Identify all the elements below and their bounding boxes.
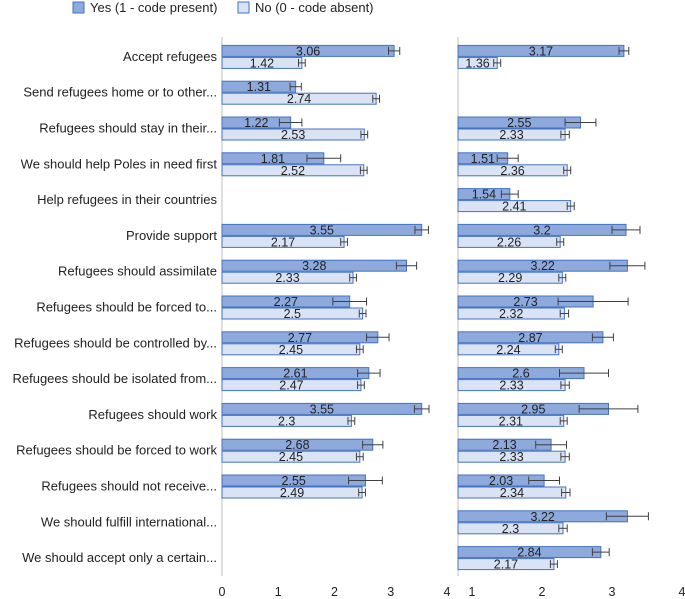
category-label: Accept refugees bbox=[123, 49, 217, 64]
panel-1-yes-value-label: 2.61 bbox=[283, 367, 307, 381]
panel-1-yes-value-label: 1.81 bbox=[261, 152, 285, 166]
legend-yes-swatch bbox=[72, 1, 85, 14]
category-label: Refugees should not receive... bbox=[41, 479, 217, 494]
panel-1-tick-label: 0 bbox=[219, 585, 226, 599]
legend: Yes (1 - code present) No (0 - code abse… bbox=[72, 0, 374, 15]
panel-1-no-value-label: 2.33 bbox=[275, 271, 299, 285]
panel-2-no-value-label: 2.31 bbox=[499, 414, 523, 428]
panel-2-no-value-label: 2.41 bbox=[502, 200, 526, 214]
panel-1-no-value-label: 2.49 bbox=[280, 486, 304, 500]
panel-2-no-value-label: 2.24 bbox=[496, 343, 520, 357]
panel-1-no-value-label: 2.17 bbox=[271, 235, 295, 249]
panel-1-yes-value-label: 1.22 bbox=[244, 116, 268, 130]
panel-2-yes-value-label: 1.51 bbox=[471, 152, 495, 166]
category-label: Help refugees in their countries bbox=[37, 192, 217, 207]
panel-2-yes-value-label: 2.03 bbox=[489, 474, 513, 488]
legend-yes-label: Yes (1 - code present) bbox=[90, 0, 217, 15]
panel-2-no-value-label: 2.34 bbox=[500, 486, 524, 500]
panel-2-yes-value-label: 2.95 bbox=[521, 402, 545, 416]
category-label: Send refugees home or to other... bbox=[23, 85, 217, 100]
panel-1-no-value-label: 2.74 bbox=[287, 92, 311, 106]
panel-2-no-value-label: 2.33 bbox=[499, 379, 523, 393]
panel-2-yes-value-label: 2.87 bbox=[518, 331, 542, 345]
category-label: We should fulfill international... bbox=[41, 514, 217, 529]
panel-2-no-value-label: 2.33 bbox=[499, 128, 523, 142]
panel-2-yes-value-label: 2.73 bbox=[513, 295, 537, 309]
panel-2-yes-value-label: 2.55 bbox=[507, 116, 531, 130]
panel-1-yes-value-label: 1.31 bbox=[247, 80, 271, 94]
panel-1-tick-label: 4 bbox=[444, 585, 451, 599]
category-label: Refugees should work bbox=[88, 407, 217, 422]
panel-2-no-value-label: 2.29 bbox=[498, 271, 522, 285]
panel-1-no-value-label: 1.42 bbox=[250, 56, 274, 70]
panel-2-tick-label: 1 bbox=[469, 585, 476, 599]
panel-2-no-value-label: 2.17 bbox=[494, 558, 518, 572]
panel-1-no-value-label: 2.45 bbox=[279, 343, 303, 357]
legend-no-label: No (0 - code absent) bbox=[255, 0, 374, 15]
panel-1-yes-value-label: 2.55 bbox=[282, 474, 306, 488]
panel-2-no-value-label: 2.3 bbox=[502, 522, 519, 536]
category-label: Refugees should be isolated from... bbox=[12, 371, 217, 386]
panel-2-yes-value-label: 2.13 bbox=[492, 438, 516, 452]
category-label: Refugees should be forced to work bbox=[16, 443, 217, 458]
panel-1-tick-label: 1 bbox=[275, 585, 282, 599]
panel-1-no-value-label: 2.52 bbox=[281, 164, 305, 178]
panel-1-no-value-label: 2.47 bbox=[279, 379, 303, 393]
panel-1-yes-value-label: 3.55 bbox=[310, 223, 334, 237]
panel-1-no-value-label: 2.5 bbox=[284, 307, 301, 321]
panel-2-yes-value-label: 3.17 bbox=[529, 44, 553, 58]
panel-1-tick-label: 3 bbox=[387, 585, 394, 599]
panel-2-tick-label: 4 bbox=[679, 585, 685, 599]
category-label: Provide support bbox=[126, 228, 217, 243]
panel-1-no-value-label: 2.53 bbox=[281, 128, 305, 142]
panel-1-yes-value-label: 3.28 bbox=[302, 259, 326, 273]
panel-2-yes-value-label: 1.54 bbox=[472, 188, 496, 202]
panel-1-yes-value-label: 2.27 bbox=[274, 295, 298, 309]
panel-2-no-value-label: 2.26 bbox=[497, 235, 521, 249]
panel-2-yes-value-label: 2.84 bbox=[517, 546, 541, 560]
panel-1-yes-value-label: 2.77 bbox=[288, 331, 312, 345]
panel-2-yes-value-label: 2.6 bbox=[512, 367, 529, 381]
panel-2-yes-value-label: 3.22 bbox=[531, 510, 555, 524]
panel-1-yes-value-label: 3.06 bbox=[296, 44, 320, 58]
category-label: We should accept only a certain... bbox=[22, 550, 217, 565]
category-label: Refugees should assimilate bbox=[58, 264, 217, 279]
category-label: Refugees should be controlled by... bbox=[14, 335, 217, 350]
panel-1-yes-value-label: 3.55 bbox=[310, 402, 334, 416]
panel-1-no-value-label: 2.45 bbox=[279, 450, 303, 464]
panel-1-yes-value-label: 2.68 bbox=[285, 438, 309, 452]
panel-2-tick-label: 2 bbox=[539, 585, 546, 599]
panel-1-no-value-label: 2.3 bbox=[278, 414, 295, 428]
panel-2-yes-value-label: 3.22 bbox=[531, 259, 555, 273]
panel-1-tick-label: 2 bbox=[331, 585, 338, 599]
plot-area: Accept refugees Send refugees home or to … bbox=[12, 37, 685, 599]
category-label: We should help Poles in need first bbox=[21, 156, 218, 171]
category-label: Refugees should be forced to... bbox=[36, 300, 217, 315]
category-label: Refugees should stay in their... bbox=[39, 121, 217, 136]
panel-2-yes-value-label: 3.2 bbox=[533, 223, 550, 237]
panel-2-no-value-label: 2.32 bbox=[499, 307, 523, 321]
panel-2-no-value-label: 2.36 bbox=[500, 164, 524, 178]
panel-2-no-value-label: 2.33 bbox=[499, 450, 523, 464]
panel-2-tick-label: 3 bbox=[609, 585, 616, 599]
legend-no-swatch bbox=[237, 1, 250, 14]
panel-2-no-value-label: 1.36 bbox=[465, 56, 489, 70]
